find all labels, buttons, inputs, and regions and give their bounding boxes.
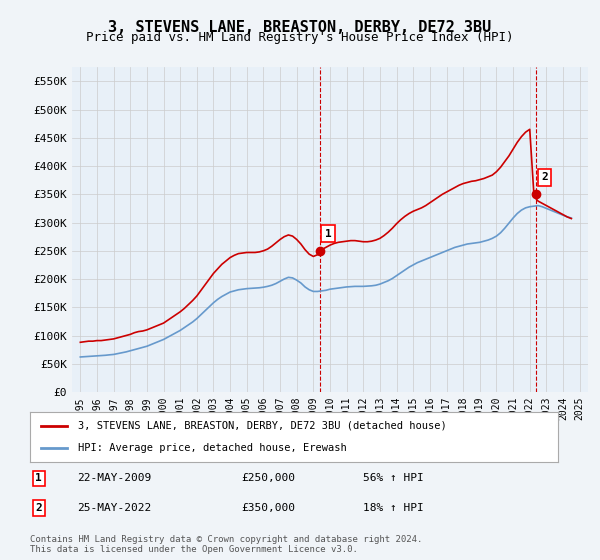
Text: Contains HM Land Registry data © Crown copyright and database right 2024.
This d: Contains HM Land Registry data © Crown c… xyxy=(30,535,422,554)
Text: 2: 2 xyxy=(541,172,548,182)
Text: 56% ↑ HPI: 56% ↑ HPI xyxy=(362,473,424,483)
Text: 1: 1 xyxy=(325,228,331,239)
Text: £350,000: £350,000 xyxy=(241,503,295,513)
Text: 25-MAY-2022: 25-MAY-2022 xyxy=(77,503,152,513)
Text: £250,000: £250,000 xyxy=(241,473,295,483)
Text: 3, STEVENS LANE, BREASTON, DERBY, DE72 3BU: 3, STEVENS LANE, BREASTON, DERBY, DE72 3… xyxy=(109,20,491,35)
Text: 1: 1 xyxy=(35,473,42,483)
Text: HPI: Average price, detached house, Erewash: HPI: Average price, detached house, Erew… xyxy=(77,443,346,453)
Text: Price paid vs. HM Land Registry's House Price Index (HPI): Price paid vs. HM Land Registry's House … xyxy=(86,31,514,44)
Text: 3, STEVENS LANE, BREASTON, DERBY, DE72 3BU (detached house): 3, STEVENS LANE, BREASTON, DERBY, DE72 3… xyxy=(77,421,446,431)
Text: 22-MAY-2009: 22-MAY-2009 xyxy=(77,473,152,483)
Text: 18% ↑ HPI: 18% ↑ HPI xyxy=(362,503,424,513)
Text: 2: 2 xyxy=(35,503,42,513)
